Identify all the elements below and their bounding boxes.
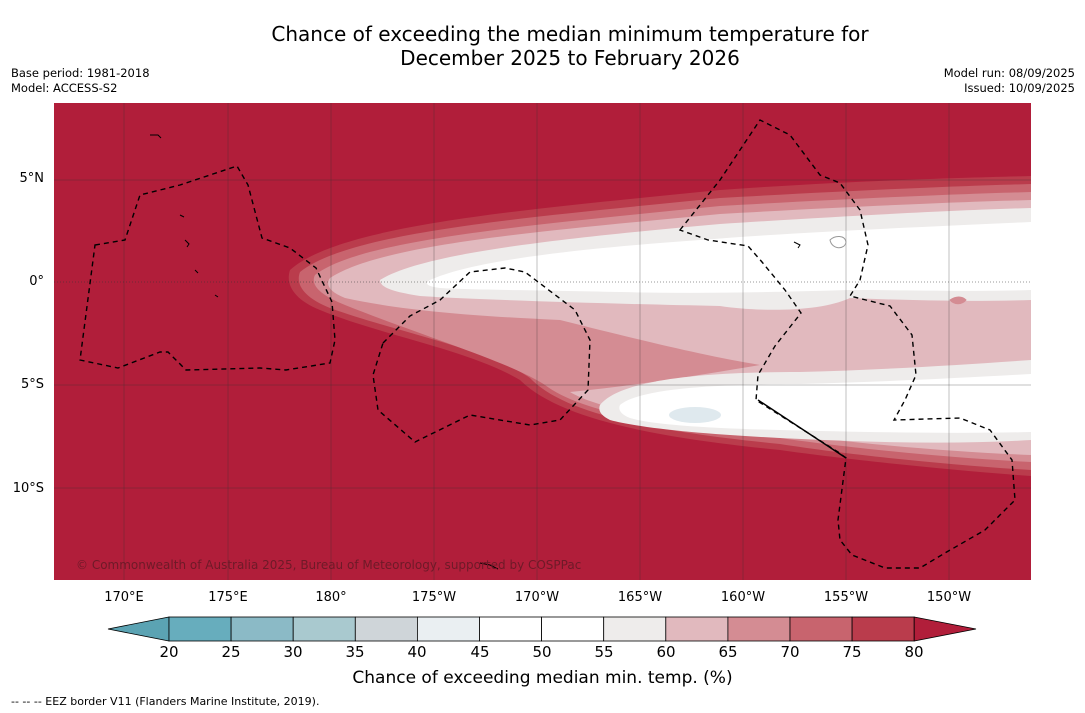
lon-label-170e: 170°E <box>104 590 144 605</box>
islands <box>150 134 967 570</box>
lon-label-175w: 175°W <box>411 590 457 605</box>
colorbar-tick-40: 40 <box>407 643 427 661</box>
colorbar-bin-20-25 <box>168 616 232 642</box>
eez-borders <box>79 119 1016 569</box>
lon-label-155w: 155°W <box>823 590 869 605</box>
colorbar-tick-55: 55 <box>594 643 614 661</box>
colorbar-low-arrow <box>107 616 170 642</box>
colorbar-tick-70: 70 <box>780 643 800 661</box>
lon-label-180: 180° <box>315 590 347 605</box>
colorbar-bin-35-40 <box>354 616 418 642</box>
copyright-notice: © Commonwealth of Australia 2025, Bureau… <box>76 558 582 572</box>
map-title: Chance of exceeding the median minimum t… <box>0 22 1085 70</box>
colorbar-bin-70-75 <box>789 616 853 642</box>
lon-label-170w: 170°W <box>514 590 560 605</box>
colorbar-tick-20: 20 <box>159 643 179 661</box>
graticule <box>54 103 1031 580</box>
colorbar-tick-30: 30 <box>283 643 303 661</box>
eez-legend-footer: -- -- -- EEZ border V11 (Flanders Marine… <box>11 695 320 708</box>
issued-date: Issued: 10/09/2025 <box>964 80 1075 95</box>
colorbar-bin-55-60 <box>603 616 667 642</box>
model-name: Model: ACCESS-S2 <box>11 80 118 95</box>
lat-label-10s: 10°S <box>12 481 44 496</box>
colorbar-bin-45-50 <box>479 616 542 642</box>
colorbar-bin-40-45 <box>416 616 480 642</box>
base-period: Base period: 1981-2018 <box>11 66 150 80</box>
colorbar-tick-25: 25 <box>221 643 241 661</box>
lat-label-0: 0° <box>29 274 44 289</box>
lon-label-175e: 175°E <box>208 590 248 605</box>
colorbar-bin-25-30 <box>230 616 294 642</box>
colorbar <box>107 616 977 642</box>
lon-label-160w: 160°W <box>720 590 766 605</box>
colorbar-high-arrow <box>913 616 977 642</box>
colorbar-bin-50-55 <box>541 616 605 642</box>
colorbar-bin-60-65 <box>665 616 729 642</box>
meta-right: Model run: 08/09/2025 Issued: 10/09/2025 <box>944 66 1075 95</box>
colorbar-tick-45: 45 <box>470 643 490 661</box>
colorbar-bin-75-80 <box>851 616 915 642</box>
colorbar-bin-65-70 <box>727 616 791 642</box>
colorbar-tick-60: 60 <box>656 643 676 661</box>
colorbar-tick-50: 50 <box>532 643 552 661</box>
lon-label-165w: 165°W <box>617 590 663 605</box>
band-40-patch <box>669 407 721 423</box>
lon-label-150w: 150°W <box>926 590 972 605</box>
colorbar-tick-35: 35 <box>345 643 365 661</box>
colorbar-tick-65: 65 <box>718 643 738 661</box>
band-50-south <box>619 374 1031 433</box>
band-50 <box>427 222 1031 293</box>
lat-label-5s: 5°S <box>20 377 44 392</box>
model-run: Model run: 08/09/2025 <box>943 66 1075 80</box>
colorbar-label: Chance of exceeding median min. temp. (%… <box>352 668 733 688</box>
meta-left: Base period: 1981-2018 Model: ACCESS-S2 <box>11 66 150 95</box>
title-line-2: December 2025 to February 2026 <box>400 46 740 70</box>
colorbar-tick-80: 80 <box>904 643 924 661</box>
title-line-1: Chance of exceeding the median minimum t… <box>271 22 869 46</box>
colorbar-tick-75: 75 <box>842 643 862 661</box>
lat-label-5n: 5°N <box>19 171 45 186</box>
eez-solid-border <box>757 399 847 459</box>
colorbar-bin-30-35 <box>292 616 356 642</box>
